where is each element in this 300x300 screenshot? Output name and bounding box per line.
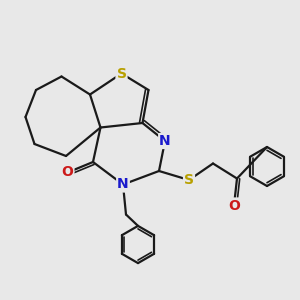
Text: S: S [116, 67, 127, 80]
Text: O: O [61, 166, 74, 179]
Text: O: O [228, 199, 240, 212]
Text: N: N [159, 134, 171, 148]
Text: S: S [184, 173, 194, 187]
Text: N: N [117, 178, 129, 191]
